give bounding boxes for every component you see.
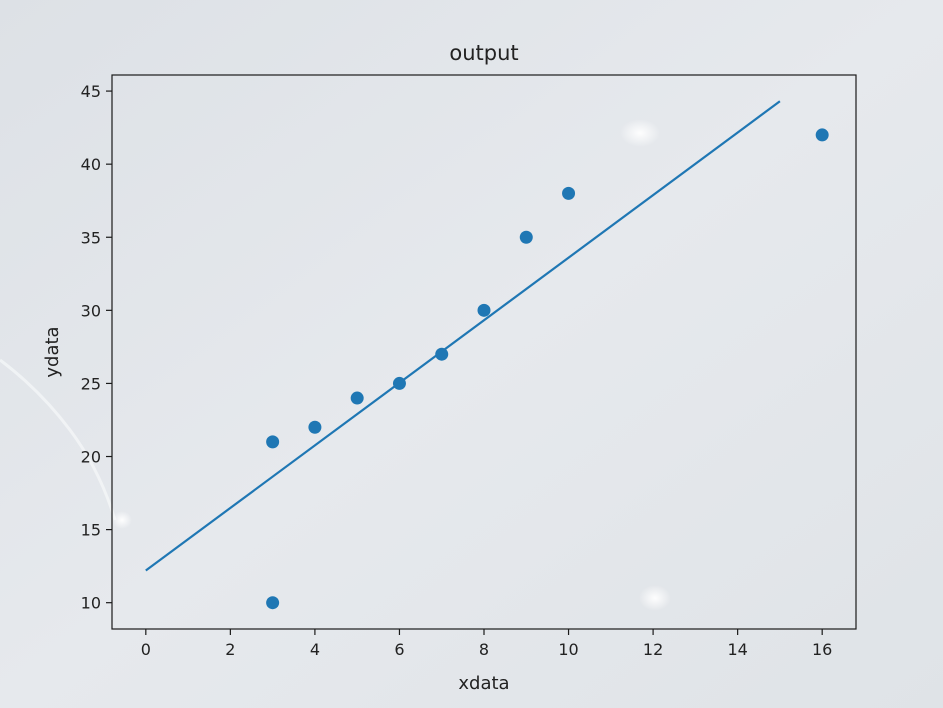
- data-point: [266, 596, 280, 610]
- x-tick-label: 6: [394, 640, 404, 659]
- x-tick-label: 2: [225, 640, 235, 659]
- fit-line: [145, 100, 781, 572]
- y-axis-label: ydata: [42, 326, 63, 377]
- data-point: [519, 230, 533, 244]
- y-tick-label: 20: [81, 448, 101, 467]
- x-tick-label: 0: [141, 640, 151, 659]
- x-tick-label: 10: [558, 640, 578, 659]
- scatter-points: [266, 128, 829, 610]
- y-tick-label: 15: [81, 521, 101, 540]
- data-point: [562, 186, 576, 200]
- x-tick-label: 12: [643, 640, 663, 659]
- y-tick-label: 30: [81, 301, 101, 320]
- data-point: [435, 347, 449, 361]
- background-highlight: [639, 585, 671, 611]
- y-tick-label: 25: [81, 374, 101, 393]
- data-point: [308, 420, 322, 434]
- y-tick-label: 45: [81, 82, 101, 101]
- data-point: [477, 303, 491, 317]
- data-point: [266, 435, 280, 449]
- data-point: [815, 128, 829, 142]
- y-tick-label: 40: [81, 155, 101, 174]
- background-streak: [0, 358, 117, 521]
- y-tick-label: 35: [81, 228, 101, 247]
- background-highlight: [620, 119, 660, 147]
- background-highlight: [112, 511, 132, 529]
- x-tick-label: 14: [727, 640, 747, 659]
- chart-title: output: [449, 41, 518, 65]
- y-tick-label: 10: [81, 594, 101, 613]
- fit-lines: [145, 100, 781, 572]
- x-tick-label: 4: [310, 640, 320, 659]
- x-axis-ticks: 0 2 4 6 8 10 12 14 16: [141, 629, 832, 659]
- x-tick-label: 16: [812, 640, 832, 659]
- y-axis-ticks: 10 15 20 25 30 35 40 45: [81, 82, 112, 613]
- x-axis-label: xdata: [458, 673, 509, 694]
- x-tick-label: 8: [479, 640, 489, 659]
- data-point: [392, 376, 406, 390]
- data-point: [350, 391, 364, 405]
